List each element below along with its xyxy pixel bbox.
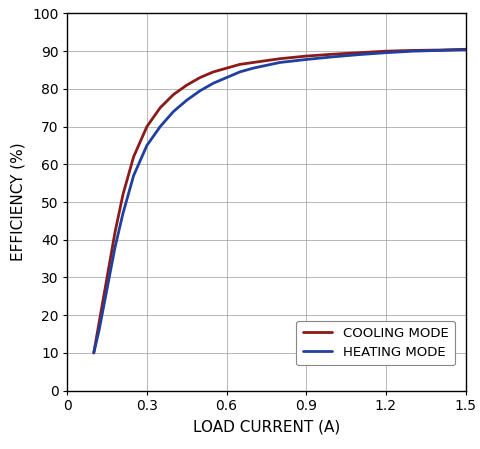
COOLING MODE xyxy=(436,47,442,53)
Line: COOLING MODE: COOLING MODE xyxy=(94,49,466,353)
HEATING MODE xyxy=(170,109,176,114)
HEATING MODE xyxy=(357,52,362,57)
HEATING MODE xyxy=(303,57,309,62)
COOLING MODE xyxy=(120,192,126,197)
X-axis label: LOAD CURRENT (A): LOAD CURRENT (A) xyxy=(193,420,340,435)
HEATING MODE xyxy=(96,328,102,333)
Legend: COOLING MODE, HEATING MODE: COOLING MODE, HEATING MODE xyxy=(297,321,455,365)
HEATING MODE xyxy=(463,47,468,53)
HEATING MODE xyxy=(91,350,96,356)
COOLING MODE xyxy=(144,124,150,129)
HEATING MODE xyxy=(224,75,229,80)
Y-axis label: EFFICIENCY (%): EFFICIENCY (%) xyxy=(11,143,25,261)
COOLING MODE xyxy=(210,69,216,75)
COOLING MODE xyxy=(277,56,283,62)
COOLING MODE xyxy=(224,66,229,71)
COOLING MODE xyxy=(303,53,309,59)
COOLING MODE xyxy=(96,320,102,326)
HEATING MODE xyxy=(120,211,126,216)
COOLING MODE xyxy=(409,48,415,53)
HEATING MODE xyxy=(197,88,203,93)
COOLING MODE xyxy=(357,50,362,55)
HEATING MODE xyxy=(383,50,389,55)
COOLING MODE xyxy=(197,75,203,80)
COOLING MODE xyxy=(330,52,336,57)
HEATING MODE xyxy=(436,48,442,53)
COOLING MODE xyxy=(112,229,118,235)
HEATING MODE xyxy=(131,173,136,178)
HEATING MODE xyxy=(210,80,216,86)
HEATING MODE xyxy=(330,54,336,60)
COOLING MODE xyxy=(104,275,110,280)
COOLING MODE xyxy=(383,48,389,54)
COOLING MODE xyxy=(237,62,243,67)
COOLING MODE xyxy=(91,350,96,356)
COOLING MODE xyxy=(463,47,468,52)
HEATING MODE xyxy=(409,48,415,54)
HEATING MODE xyxy=(277,60,283,65)
COOLING MODE xyxy=(250,60,256,65)
HEATING MODE xyxy=(250,66,256,71)
COOLING MODE xyxy=(157,105,163,110)
HEATING MODE xyxy=(237,69,243,75)
HEATING MODE xyxy=(157,124,163,129)
COOLING MODE xyxy=(184,83,190,88)
HEATING MODE xyxy=(144,143,150,148)
HEATING MODE xyxy=(104,286,110,291)
HEATING MODE xyxy=(112,245,118,250)
COOLING MODE xyxy=(170,92,176,97)
Line: HEATING MODE: HEATING MODE xyxy=(94,50,466,353)
COOLING MODE xyxy=(131,154,136,159)
HEATING MODE xyxy=(184,97,190,103)
